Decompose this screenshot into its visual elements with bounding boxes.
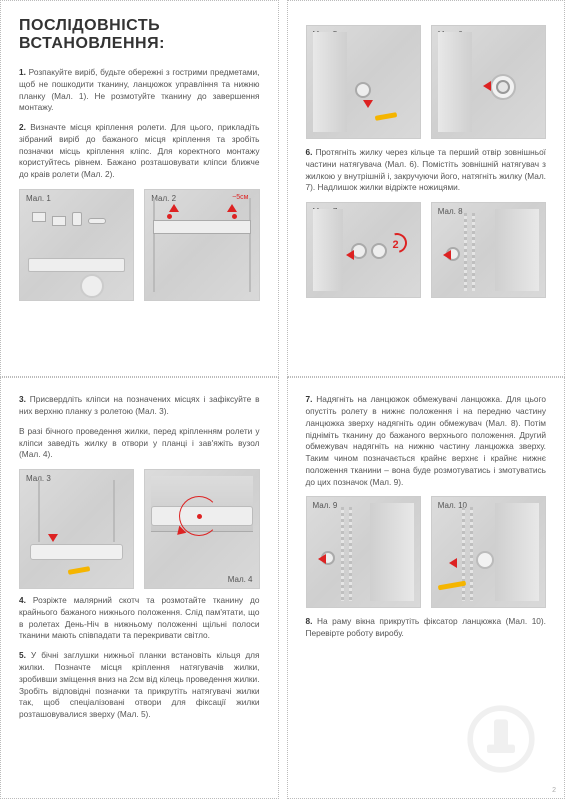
- figrow-9-10: Мал. 9 Мал. 10: [306, 496, 547, 608]
- step-8-text: На раму вікна прикрутіть фіксатор ланцюж…: [306, 616, 547, 638]
- watermark-icon: [466, 704, 536, 774]
- figure-4-label: Мал. 4: [228, 575, 253, 584]
- step-5-text: У бічні заглушки нижньої планки встанові…: [19, 650, 260, 719]
- figure-10: Мал. 10: [431, 496, 546, 608]
- step-3-num: 3.: [19, 394, 26, 404]
- figure-9-label: Мал. 9: [313, 501, 338, 510]
- step-4: 4. Розріжте малярний скотч та розмотайте…: [19, 595, 260, 642]
- figure-5: Мал. 5: [306, 25, 421, 139]
- step-3a: 3. Присвердліть кліпси на позначених міс…: [19, 394, 260, 418]
- step-7: 7. Надягніть на ланцюжок обмежувачі ланц…: [306, 394, 547, 488]
- page-title: ПОСЛІДОВНІСТЬ ВСТАНОВЛЕННЯ:: [19, 17, 260, 53]
- quadrant-top-left: ПОСЛІДОВНІСТЬ ВСТАНОВЛЕННЯ: 1. Розпакуйт…: [0, 0, 279, 377]
- figrow-3-4: Мал. 3 Мал. 4: [19, 469, 260, 589]
- step-4-num: 4.: [19, 595, 26, 605]
- step-1-num: 1.: [19, 67, 26, 77]
- step-6: 6. Протягніть жилку через кільце та перш…: [306, 147, 547, 194]
- step-2: 2. Визначте місця кріплення ролети. Для …: [19, 122, 260, 181]
- step-6-text: Протягніть жилку через кільце та перший …: [306, 147, 547, 192]
- figure-3: Мал. 3: [19, 469, 134, 589]
- figure-1: Мал. 1: [19, 189, 134, 301]
- quadrant-bottom-left: 3. Присвердліть кліпси на позначених міс…: [0, 377, 279, 799]
- step-3a-text: Присвердліть кліпси на позначених місцях…: [19, 394, 260, 416]
- figure-2: Мал. 2 ~5см: [144, 189, 259, 301]
- figure-9: Мал. 9: [306, 496, 421, 608]
- step-8: 8. На раму вікна прикрутіть фіксатор лан…: [306, 616, 547, 640]
- figure-1-label: Мал. 1: [26, 194, 51, 203]
- page-number: 2: [552, 787, 556, 794]
- step-1-text: Розпакуйте виріб, будьте обережні з гост…: [19, 67, 260, 112]
- step-2-num: 2.: [19, 122, 26, 132]
- figure-6: Мал. 6: [431, 25, 546, 139]
- quadrant-bottom-right: 7. Надягніть на ланцюжок обмежувачі ланц…: [287, 377, 565, 799]
- step-2-text: Визначте місця кріплення ролети. Для цьо…: [19, 122, 260, 179]
- step-5-num: 5.: [19, 650, 26, 660]
- step-1: 1. Розпакуйте виріб, будьте обережні з г…: [19, 67, 260, 114]
- page-root: ПОСЛІДОВНІСТЬ ВСТАНОВЛЕННЯ: 1. Розпакуйт…: [0, 0, 565, 799]
- step-4-text: Розріжте малярний скотч та розмотайте тк…: [19, 595, 260, 640]
- figrow-7-8: Мал. 7 2 Мал. 8: [306, 202, 547, 298]
- step-5: 5. У бічні заглушки нижньої планки встан…: [19, 650, 260, 721]
- figure-8-label: Мал. 8: [438, 207, 463, 216]
- step-7-text: Надягніть на ланцюжок обмежувачі ланцюжк…: [306, 394, 547, 486]
- figure-4: Мал. 4: [144, 469, 259, 589]
- step-3b: В разі бічного проведення жилки, перед к…: [19, 426, 260, 461]
- quadrant-top-right: Мал. 5 Мал. 6 6. Протягніть жилку через …: [287, 0, 565, 377]
- figure-7: Мал. 7 2: [306, 202, 421, 298]
- figrow-5-6: Мал. 5 Мал. 6: [306, 25, 547, 139]
- figrow-1-2: Мал. 1 Мал. 2 ~5см: [19, 189, 260, 301]
- figure-8: Мал. 8: [431, 202, 546, 298]
